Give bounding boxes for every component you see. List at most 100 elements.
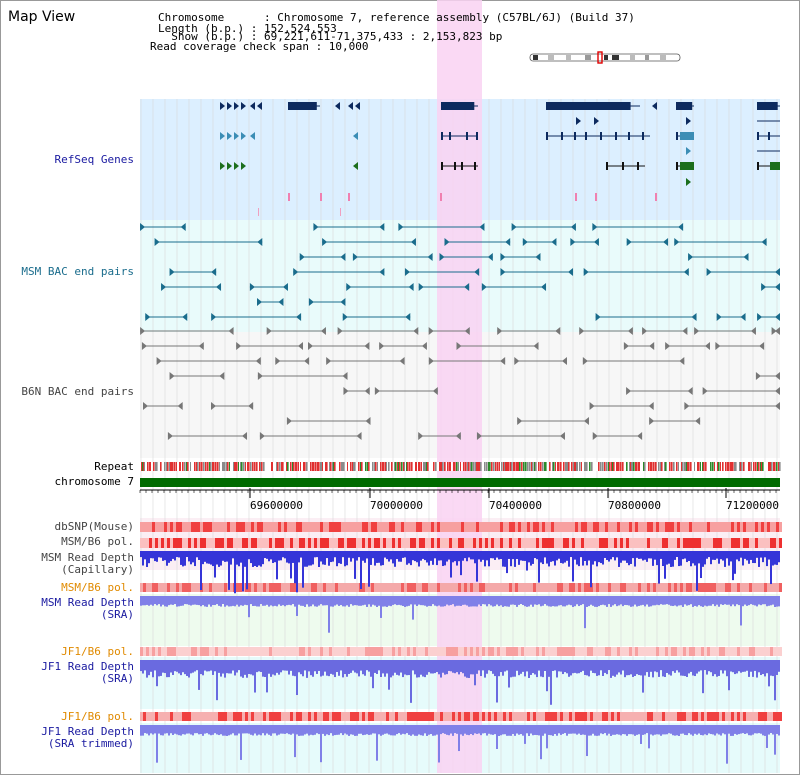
read-depth-bar [708,596,710,606]
read-depth-bar [372,596,374,605]
heat-cell [254,522,257,532]
read-depth-bar [354,551,356,579]
read-depth-bar [676,551,678,558]
heat-cell [326,538,329,548]
bac-end-marker [511,223,517,231]
heat-cell [404,522,407,532]
heat-cell [164,538,167,548]
read-depth-bar [726,725,728,764]
read-depth-bar [374,551,376,566]
heat-cell [248,522,251,532]
heat-cell [182,538,185,548]
read-depth-bar [662,551,664,567]
read-depth-bar [400,725,402,735]
repeat-element [460,462,462,471]
heat-cell [479,522,482,532]
repeat-element [441,462,443,471]
heat-cell [395,583,398,592]
repeat-element [426,462,428,471]
heat-cell [185,712,188,721]
read-depth-bar [262,551,264,565]
heat-cell [737,522,740,532]
heat-cell [518,538,521,548]
repeat-element [651,462,653,471]
repeat-element [459,462,461,471]
repeat-element [229,462,231,471]
ideogram-position-marker [597,51,603,64]
heat-cell [191,583,194,592]
heat-cell [179,647,182,656]
heat-cell [608,538,611,548]
read-depth-bar [730,596,732,607]
repeat-element [540,462,542,471]
repeat-element [378,462,380,471]
read-depth-bar [654,551,656,560]
heat-cell [146,647,149,656]
heat-cell [185,583,188,592]
heat-cell [725,522,728,532]
read-depth-bar [510,660,512,678]
repeat-element [467,462,469,471]
read-depth-bar [692,551,694,564]
heat-cell [719,712,722,721]
heat-cell [380,647,383,656]
heat-cell [578,647,581,656]
repeat-element [549,462,551,471]
read-depth-bar [678,725,680,736]
read-depth-bar [142,725,144,736]
heat-cell [359,712,362,721]
heat-cell [386,647,389,656]
read-depth-bar [774,660,776,701]
heat-cell [143,522,146,532]
repeat-element [650,462,652,471]
repeat-element [184,462,186,471]
heat-cell [683,647,686,656]
read-depth-bar [244,596,246,605]
heat-cell [686,647,689,656]
read-depth-bar [748,725,750,736]
repeat-element [600,462,602,471]
read-depth-bar [312,596,314,605]
read-depth-bar [234,551,236,594]
read-depth-bar [746,725,748,734]
read-depth-bar [544,551,546,558]
read-depth-bar [214,596,216,606]
read-depth-bar [708,660,710,672]
heat-cell [515,712,518,721]
heat-cell [455,583,458,592]
heat-cell [488,522,491,532]
heat-cell [644,647,647,656]
bac-end-marker [326,357,332,365]
read-depth-bar [750,660,752,672]
heat-cell [290,647,293,656]
repeat-element [303,462,305,471]
read-depth-bar [146,596,148,605]
read-depth-bar [528,551,530,563]
read-depth-bar [278,596,280,605]
gene-marker [340,208,341,216]
read-depth-bar [582,551,584,566]
heat-cell [629,538,632,548]
heat-cell [620,647,623,656]
heat-cell [377,647,380,656]
read-depth-bar [692,660,694,676]
repeat-element [176,462,178,471]
read-depth-bar [558,551,560,559]
read-depth-bar [538,596,540,605]
repeat-element [310,462,312,471]
heat-cell [386,522,389,532]
heat-cell [596,583,599,592]
read-depth-bar [184,596,186,605]
heat-cell [599,522,602,532]
read-depth-bar [158,725,160,734]
heat-cell [698,712,701,721]
heat-cell [257,522,260,532]
read-depth-bar [666,596,668,605]
read-depth-bar [578,725,580,734]
read-depth-bar [602,725,604,735]
read-depth-bar [454,596,456,607]
heat-cell [632,712,635,721]
repeat-element [298,462,300,471]
repeat-element [566,462,568,471]
